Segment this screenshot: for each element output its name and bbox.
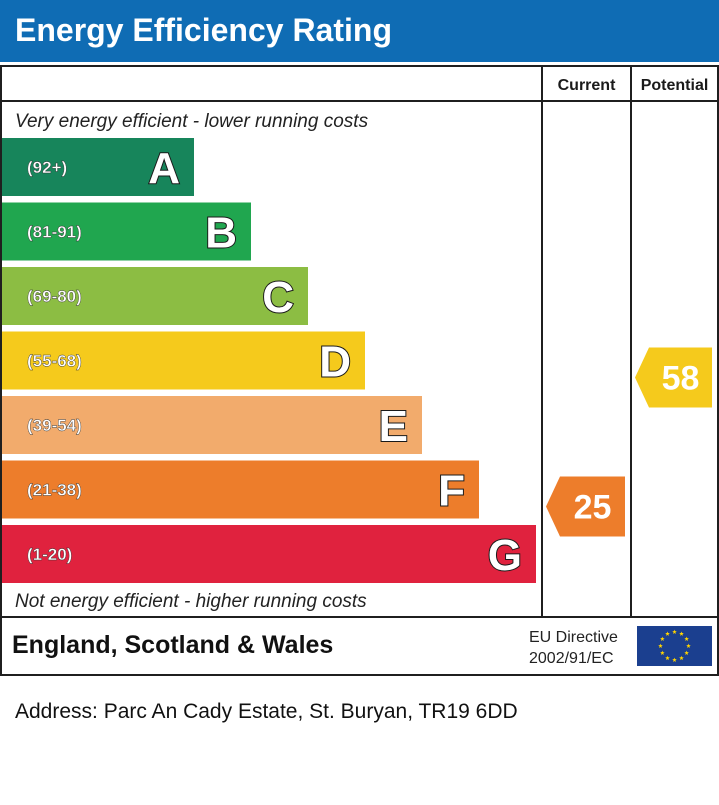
eu-star-icon [660, 650, 665, 655]
eu-star-icon [658, 643, 663, 648]
eu-star-icon [679, 655, 684, 661]
potential-column-header: Potential [641, 77, 709, 94]
band-bar-g [2, 525, 536, 583]
potential-rating-value: 58 [662, 360, 700, 398]
band-bar-e [2, 396, 422, 454]
band-letter-e: E [379, 402, 408, 451]
band-letter-g: G [488, 531, 522, 580]
band-bar-f [2, 460, 479, 519]
band-bar-a [2, 138, 194, 196]
eu-directive-number: 2002/91/EC [529, 650, 614, 667]
eu-directive-label: EU Directive [529, 629, 618, 646]
band-range-f: (21-38) [27, 481, 82, 500]
potential-arrow [635, 347, 712, 408]
band-range-e: (39-54) [27, 416, 82, 435]
current-rating-value: 25 [574, 489, 612, 527]
band-range-c: (69-80) [27, 287, 82, 306]
eu-star-icon [686, 643, 691, 648]
band-letter-d: D [319, 338, 351, 387]
band-range-a: (92+) [27, 158, 67, 177]
band-range-b: (81-91) [27, 223, 82, 242]
chart-frame [0, 65, 719, 676]
region-label: England, Scotland & Wales [12, 631, 333, 659]
eu-star-icon [665, 631, 670, 636]
eu-star-icon [672, 629, 677, 634]
eu-star-icon [684, 650, 689, 655]
eu-star-icon [684, 636, 689, 641]
eu-star-icon [679, 631, 684, 636]
band-letter-a: A [148, 144, 180, 193]
band-range-g: (1-20) [27, 545, 72, 564]
current-arrow [546, 476, 625, 537]
band-letter-f: F [438, 467, 465, 516]
property-address: Address: Parc An Cady Estate, St. Buryan… [15, 700, 518, 723]
band-bar-c [2, 267, 308, 325]
band-letter-c: C [262, 273, 294, 322]
band-bar-d [2, 331, 365, 390]
bottom-efficiency-note: Not energy efficient - higher running co… [15, 591, 367, 612]
eu-star-icon [672, 657, 677, 662]
energy-rating-chart: Current Potential Very energy efficient - … [0, 65, 719, 676]
top-efficiency-note: Very energy efficient - lower running co… [15, 111, 369, 132]
band-bar-b [2, 202, 251, 261]
eu-star-icon [665, 655, 670, 661]
eu-star-icon [660, 636, 665, 641]
band-range-d: (55-68) [27, 352, 82, 371]
chart-title: Energy Efficiency Rating [15, 12, 392, 48]
header-bar: Energy Efficiency Rating [0, 0, 719, 62]
band-letter-b: B [205, 209, 237, 258]
current-column-header: Current [558, 77, 616, 94]
